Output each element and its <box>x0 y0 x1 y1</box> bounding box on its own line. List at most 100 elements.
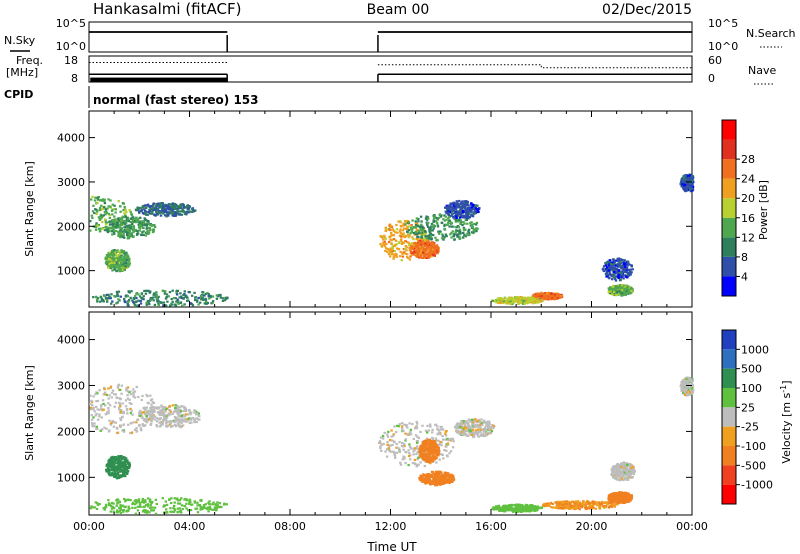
velocity-cell <box>116 502 119 505</box>
power-cell <box>434 248 437 252</box>
power-cell <box>518 298 521 301</box>
velocity-cell <box>112 425 116 428</box>
velocity-cell <box>426 449 429 452</box>
velocity-cell <box>419 430 422 433</box>
velocity-cell <box>119 505 123 508</box>
velocity-cell <box>441 453 444 456</box>
velocity-cell <box>427 452 430 455</box>
power-cell <box>404 227 408 230</box>
power-cell <box>414 222 418 225</box>
power-cell <box>392 229 396 232</box>
power-cell <box>169 212 172 215</box>
power-cell <box>95 222 98 225</box>
power-cell <box>160 202 163 205</box>
velocity-cell <box>146 510 149 513</box>
velocity-cell <box>444 434 448 437</box>
velocity-cell <box>181 508 184 511</box>
power-cell <box>624 293 627 297</box>
power-cell <box>471 203 475 206</box>
power-cell <box>140 233 143 237</box>
velocity-cell <box>115 472 118 475</box>
power-cell <box>426 255 429 258</box>
power-cell <box>91 216 94 220</box>
velocity-cell <box>89 408 92 411</box>
velocity-cell <box>112 502 115 505</box>
power-cell <box>113 266 116 269</box>
velocity-cell <box>423 464 427 468</box>
velocity-cell <box>409 447 413 450</box>
velocity-cell <box>112 421 116 424</box>
power-cell <box>626 275 630 278</box>
velocity-cell <box>130 409 133 412</box>
velocity-cell <box>96 503 100 506</box>
power-cell <box>539 293 543 296</box>
velocity-cell <box>89 394 92 397</box>
power-cell <box>431 225 435 228</box>
power-cell <box>404 252 407 255</box>
velocity-cell <box>427 444 430 447</box>
power-cell <box>395 228 399 231</box>
power-cell <box>146 203 150 206</box>
power-cell <box>97 196 100 199</box>
power-cell <box>170 206 174 209</box>
power-patch-2 <box>134 202 197 218</box>
velocity-cell <box>190 421 193 424</box>
velocity-patch-1 <box>139 404 201 429</box>
velocity-cell <box>405 424 408 427</box>
freq-series-nave <box>89 62 692 69</box>
velocity-cell <box>161 420 165 423</box>
power-cell <box>120 265 123 268</box>
velocity-cell <box>418 449 422 452</box>
power-cell <box>96 201 99 204</box>
velocity-cell <box>174 418 177 421</box>
velocity-cell <box>422 456 425 459</box>
power-cell <box>621 258 624 262</box>
power-cell <box>401 241 404 244</box>
power-cell <box>628 268 631 271</box>
power-cell <box>687 178 690 181</box>
power-cell <box>105 226 108 229</box>
velocity-cell <box>127 507 130 510</box>
power-cell <box>461 201 464 204</box>
power-cell <box>116 217 120 220</box>
power-cell <box>432 234 435 237</box>
power-cell <box>144 213 148 216</box>
power-cell <box>110 266 113 269</box>
power-cell <box>142 212 146 215</box>
velocity-cell <box>122 463 125 466</box>
power-cell <box>163 203 167 206</box>
power-cell <box>446 223 449 226</box>
power-cell <box>427 221 430 224</box>
velocity-cell <box>173 423 176 427</box>
power-cell <box>187 207 190 211</box>
velocity-cell <box>440 477 443 480</box>
power-cell <box>388 235 392 239</box>
power-cell <box>403 235 407 239</box>
velocity-cell <box>149 504 152 507</box>
power-cell <box>119 252 122 256</box>
velocity-cell <box>147 402 150 405</box>
velocity-cell <box>404 461 407 465</box>
power-cell <box>448 207 451 210</box>
power-cell <box>116 220 119 223</box>
power-cell <box>120 218 123 221</box>
velocity-cell <box>146 505 150 508</box>
power-cell <box>612 269 615 272</box>
power-cell <box>141 206 144 209</box>
power-cell <box>407 244 411 247</box>
velocity-cell <box>160 404 163 407</box>
velocity-cell <box>135 502 138 505</box>
velocity-cell <box>429 460 433 463</box>
velocity-cell <box>104 413 107 416</box>
freq-panel-frame <box>88 55 693 83</box>
power-cell <box>197 296 200 300</box>
velocity-cell <box>442 438 445 441</box>
power-cell <box>496 297 499 300</box>
velocity-cell <box>126 386 130 389</box>
power-cell <box>455 204 459 207</box>
power-cell <box>96 198 100 201</box>
velocity-cell <box>138 503 142 506</box>
power-cell <box>455 226 458 229</box>
power-cell <box>458 228 462 231</box>
velocity-cell <box>127 505 130 508</box>
